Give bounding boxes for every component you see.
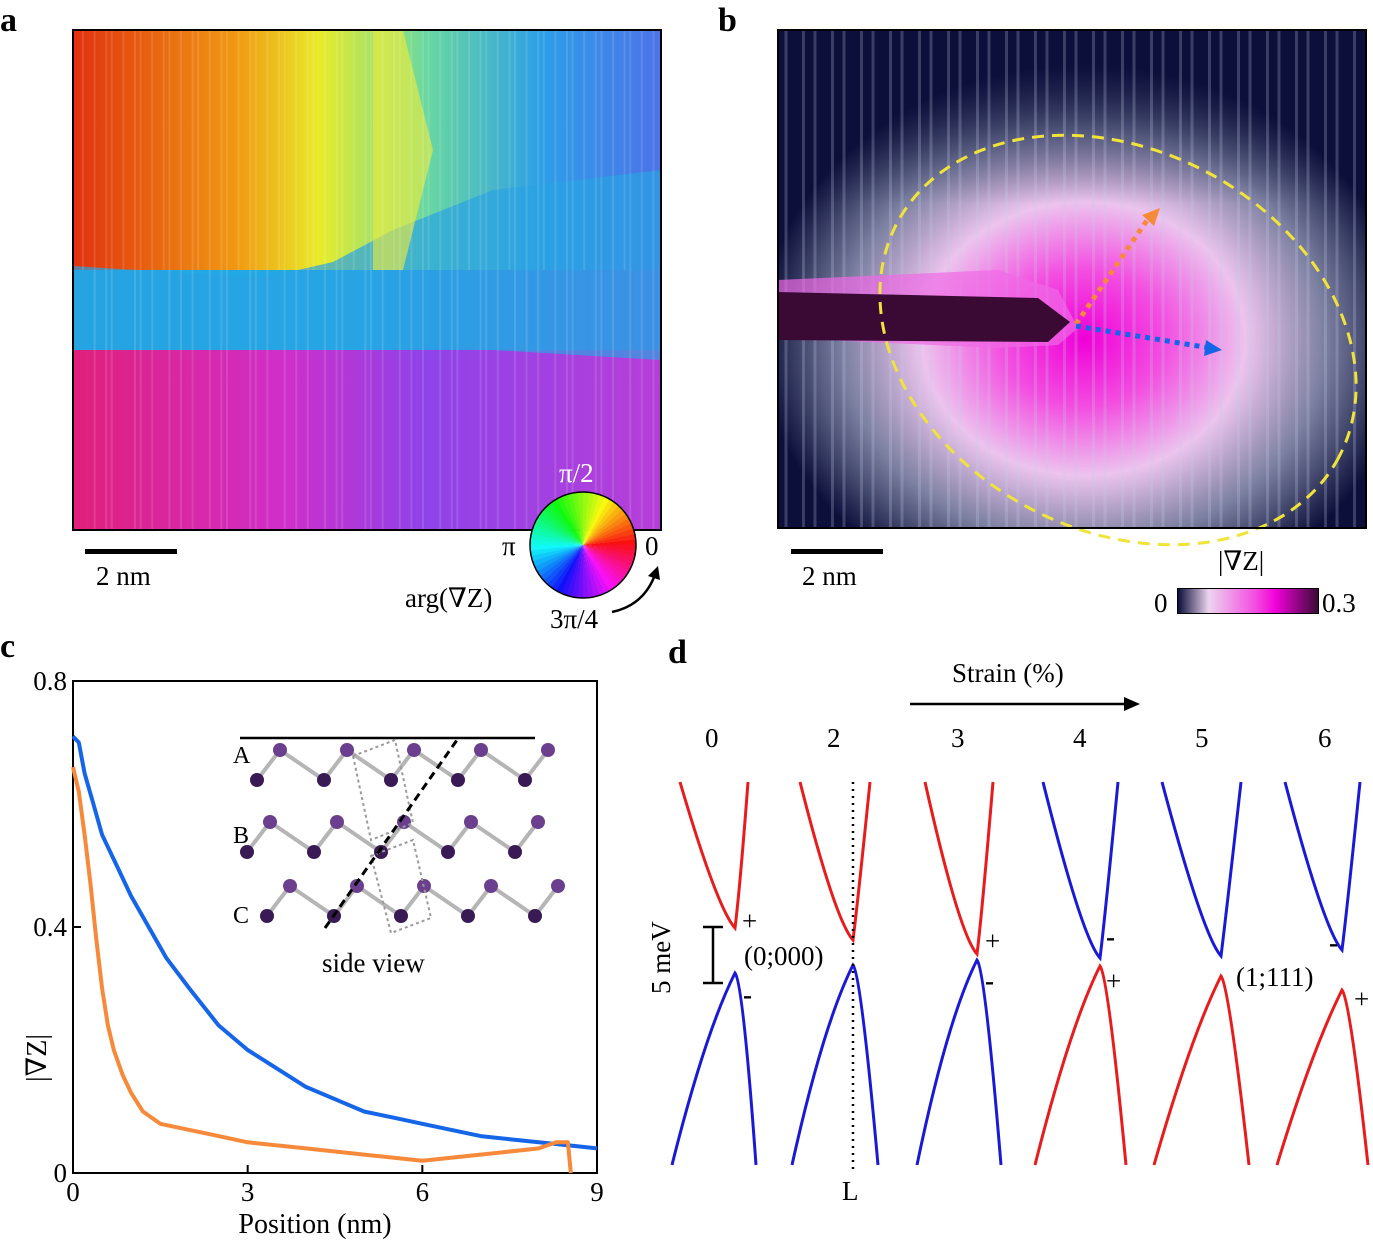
atom: [350, 879, 364, 893]
panel-d-label: d: [668, 634, 687, 671]
inset-row-a: A: [233, 743, 251, 769]
y-tick-label: 0.8: [33, 666, 67, 696]
panel-c-label: c: [0, 628, 16, 665]
panel-a-gradient-map: [72, 29, 662, 531]
atom: [484, 879, 498, 893]
colorbar-min: 0: [1154, 588, 1168, 618]
y-tick-label: 0: [54, 1158, 68, 1188]
color-wheel: [529, 491, 637, 599]
colorbar: [1177, 588, 1319, 614]
wheel-label-top: π/2: [559, 458, 594, 488]
atom: [531, 815, 545, 829]
y-axis-label: |∇Z|: [22, 1034, 53, 1082]
k-point-label: L: [842, 1176, 859, 1206]
lower-parity-label: +: [1106, 966, 1122, 996]
colorbar-title: |∇Z|: [1218, 546, 1265, 576]
y-tick-label: 0.4: [33, 912, 67, 942]
atom: [330, 815, 344, 829]
strain-label: 2: [827, 723, 841, 753]
atom: [260, 909, 274, 923]
x-axis-label: Position (nm): [238, 1209, 391, 1240]
inset-row-b: B: [233, 823, 250, 849]
x-tick-label: 3: [241, 1177, 255, 1207]
panel-a-scalebar-line: [85, 549, 177, 554]
wheel-label-right: 0: [645, 531, 659, 561]
atom: [374, 845, 388, 859]
valence-band-line: [790, 962, 880, 1166]
atom: [528, 909, 542, 923]
atom: [451, 773, 465, 787]
conduction-band-line: [1160, 781, 1243, 960]
wheel-rotation-arrow-icon: [611, 566, 660, 614]
lower-parity-label: +: [1354, 984, 1370, 1014]
atom: [394, 909, 408, 923]
panel-b-label: b: [718, 2, 737, 39]
upper-parity-label: -: [1106, 922, 1115, 952]
crystal-side-view-inset: [240, 736, 565, 935]
conduction-band-line: [923, 781, 995, 958]
atom: [441, 845, 455, 859]
energy-scalebar: [703, 925, 723, 985]
panel-c-line-chart: 0 3 6 9 0 0.4 0.8 Position (nm) |∇Z|: [22, 666, 604, 1240]
atom: [250, 773, 264, 787]
series-orange-line: [71, 766, 573, 1174]
inset-row-c: C: [233, 903, 250, 929]
atom: [464, 815, 478, 829]
strain-axis-title: Strain (%): [952, 658, 1064, 688]
valence-band-line: [915, 957, 1003, 1166]
upper-parity-label: -: [1329, 928, 1338, 958]
inset-caption: side view: [322, 948, 425, 978]
strain-label: 5: [1195, 723, 1209, 753]
atom: [317, 773, 331, 787]
valence-band-line: [670, 970, 758, 1166]
x-tick-label: 0: [66, 1177, 80, 1207]
x-tick-label: 9: [590, 1177, 604, 1207]
atom: [518, 773, 532, 787]
strain-label: 3: [951, 723, 965, 753]
wheel-label-bottom: 3π/4: [550, 604, 599, 634]
lower-parity-label: -: [985, 966, 994, 996]
conduction-band-line: [678, 781, 750, 932]
atom: [541, 743, 555, 757]
valence-band-line: [1152, 973, 1251, 1166]
panel-b-scalebar-line: [791, 549, 883, 554]
conduction-band-line: [1283, 781, 1362, 954]
x-tick-label: 6: [416, 1177, 430, 1207]
upper-parity-label: +: [985, 926, 1001, 956]
colorbar-max: 0.3: [1322, 588, 1356, 618]
wheel-label-left: π: [502, 531, 516, 561]
atom: [551, 879, 565, 893]
wheel-caption: arg(∇Z): [405, 583, 493, 613]
atom: [283, 879, 297, 893]
atom: [474, 743, 488, 757]
state-left-label: (0;000): [744, 941, 824, 971]
atom: [273, 743, 287, 757]
atom: [307, 845, 321, 859]
upper-parity-label: +: [742, 906, 758, 936]
series-blue-line: [71, 735, 598, 1151]
atom: [461, 909, 475, 923]
panel-b-scalebar-label: 2 nm: [802, 561, 857, 591]
strain-label: 6: [1318, 723, 1332, 753]
lower-parity-label: -: [743, 980, 752, 1010]
conduction-band-line: [798, 781, 872, 944]
state-right-label: (1;111): [1236, 962, 1314, 992]
strain-label: 0: [705, 723, 719, 753]
panel-a-scalebar-label: 2 nm: [96, 561, 151, 591]
valence-band-line: [1033, 963, 1128, 1166]
atom: [508, 845, 522, 859]
band-structure-diagram: [670, 781, 1370, 1170]
atom: [240, 845, 254, 859]
strain-label: 4: [1073, 723, 1087, 753]
atom: [407, 743, 421, 757]
atom: [263, 815, 277, 829]
energy-scale-label: 5 meV: [646, 921, 676, 994]
panel-a-label: a: [0, 2, 17, 39]
panel-b-magnitude-map: [777, 29, 1367, 547]
atom: [384, 773, 398, 787]
atom: [340, 743, 354, 757]
conduction-band-line: [1041, 781, 1120, 962]
valence-band-line: [1275, 987, 1370, 1166]
strain-arrow-icon: [910, 697, 1140, 711]
